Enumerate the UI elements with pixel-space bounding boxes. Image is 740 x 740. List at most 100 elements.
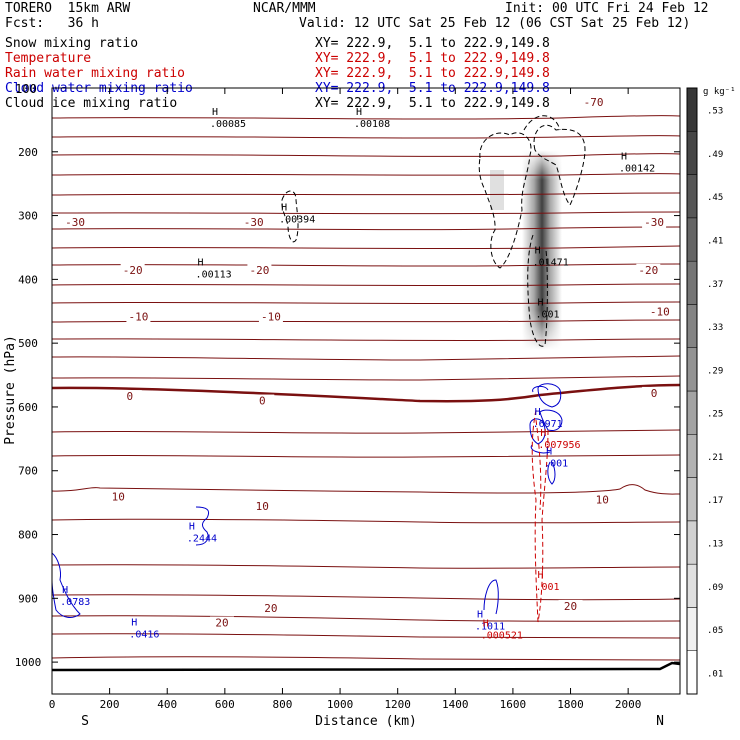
legend-label: Rain water mixing ratio	[5, 66, 186, 81]
isotherm-label-bg	[642, 386, 667, 399]
isotherms	[51, 115, 681, 661]
isotherm-label: 0	[259, 395, 266, 408]
colorbar-unit: g kg⁻¹	[703, 87, 736, 97]
x-tick-label: 600	[215, 698, 235, 711]
isotherm-labels: -70 -30 -30 -30 -20 -20 -20 -10 -10 -10 0 0 0 10 10 10 2…	[63, 96, 672, 630]
x-tick-label: 1800	[557, 698, 584, 711]
isotherm-label: -20	[123, 264, 143, 277]
max-marker: H	[281, 203, 287, 214]
ground-line	[51, 661, 681, 672]
y-tick-label: 300	[18, 210, 38, 223]
colorbar-label: .17	[707, 496, 723, 506]
x-tick-label: 1200	[384, 698, 411, 711]
max-value-label: .01471	[533, 257, 569, 268]
colorbar-swatch	[686, 260, 698, 305]
max-value-label: .001	[544, 458, 568, 469]
isotherm-label: 20	[215, 617, 228, 630]
legend-xy: XY= 222.9, 5.1 to 222.9,149.8	[315, 51, 550, 66]
max-marker: H	[62, 585, 68, 596]
max-value-label: .001	[535, 310, 559, 321]
colorbar-swatch	[686, 304, 698, 348]
colorbar-swatch	[686, 131, 698, 175]
isotherm-label: -20	[249, 264, 269, 277]
isotherm-label-bg	[590, 493, 615, 506]
y-tick-label: 500	[18, 337, 38, 350]
x-tick-label: 1400	[442, 698, 469, 711]
max-value-label: .00142	[619, 164, 655, 175]
max-marker: H	[540, 428, 546, 439]
x-end-label: N	[656, 714, 664, 729]
isotherm-label-bg	[558, 599, 583, 612]
legend-xy: XY= 222.9, 5.1 to 222.9,149.8	[315, 66, 550, 81]
isotherm-label-bg	[258, 601, 283, 614]
colorbar-swatch	[686, 563, 698, 608]
colorbar-label: .29	[707, 366, 723, 376]
max-value-label: .00394	[279, 215, 315, 226]
isotherm-label: -10	[261, 310, 281, 323]
isotherm-label-bg	[250, 394, 275, 407]
max-marker: H	[546, 446, 552, 457]
isotherm-label-bg	[647, 305, 672, 318]
max-marker: H	[535, 407, 541, 418]
colorbar-label: .25	[707, 410, 723, 420]
max-value-label: .2444	[187, 534, 217, 545]
max-value-label: .007956	[538, 440, 580, 451]
isotherm-label: -30	[244, 216, 264, 229]
colorbar-swatch	[686, 607, 698, 651]
colorbar-label: .37	[707, 280, 723, 290]
colorbar-swatch	[686, 650, 698, 695]
freezing-level-line	[51, 383, 681, 403]
y-tick-label: 900	[18, 592, 38, 605]
forecast-hour: Fcst: 36 h	[5, 16, 99, 31]
cloud-ice-contours	[281, 115, 586, 347]
max-marker: H	[198, 258, 204, 269]
x-tick-label: 1000	[327, 698, 354, 711]
isotherm-label: 10	[256, 500, 269, 513]
cloud-water-contours	[51, 383, 563, 618]
valid-time: Valid: 12 UTC Sat 25 Feb 12 (06 CST Sat …	[299, 16, 691, 31]
colorbar-swatch	[686, 390, 698, 435]
y-tick-label: 200	[18, 146, 38, 159]
max-marker: H	[131, 617, 137, 628]
max-marker: H	[477, 610, 483, 621]
max-value-label: .000521	[481, 631, 523, 642]
y-axis-title: Pressure (hPa)	[3, 335, 18, 445]
colorbar-label: .09	[707, 583, 723, 593]
org-title: NCAR/MMM	[253, 1, 316, 16]
colorbar-label: .01	[707, 669, 723, 679]
max-marker: H	[212, 107, 218, 118]
x-tick-label: 400	[157, 698, 177, 711]
x-axis-title: Distance (km)	[315, 714, 417, 729]
isotherm-label-bg	[120, 263, 145, 276]
colorbar-label: .45	[707, 193, 723, 203]
isotherm-label: -10	[128, 310, 148, 323]
max-marker: H	[537, 570, 543, 581]
isotherm-label: 0	[126, 390, 133, 403]
y-top-label: 100	[15, 82, 37, 96]
isotherm-label: -20	[638, 264, 658, 277]
max-value-label: .00085	[210, 119, 246, 130]
x-tick-label: 1600	[500, 698, 527, 711]
colorbar: .01 .05 .09 .13 .17 .21 .25 .29 .33 .37 .41 .45 .49.…	[686, 87, 723, 695]
isotherm-label: 0	[651, 387, 658, 400]
y-tick-label: 400	[18, 273, 38, 286]
max-marker: H	[621, 152, 627, 163]
colorbar-label: .33	[707, 323, 723, 333]
init-time: Init: 00 UTC Fri 24 Feb 12	[505, 1, 709, 16]
max-marker: H	[483, 619, 489, 630]
isotherm-label: 10	[112, 490, 125, 503]
isotherm-label: -30	[644, 216, 664, 229]
colorbar-swatch	[686, 477, 698, 522]
max-marker: H	[537, 298, 543, 309]
colorbar-label: .05	[707, 626, 723, 636]
isotherm-label-bg	[258, 310, 283, 323]
colorbar-label: .13	[707, 540, 723, 550]
max-value-label: .0416	[129, 629, 159, 640]
legend-xy: XY= 222.9, 5.1 to 222.9,149.8	[315, 96, 550, 111]
isotherm-label: 20	[264, 602, 277, 615]
colorbar-label: .49	[707, 150, 723, 160]
colorbar-swatch	[686, 520, 698, 565]
x-tick-label: 800	[273, 698, 293, 711]
colorbar-swatch	[686, 434, 698, 478]
